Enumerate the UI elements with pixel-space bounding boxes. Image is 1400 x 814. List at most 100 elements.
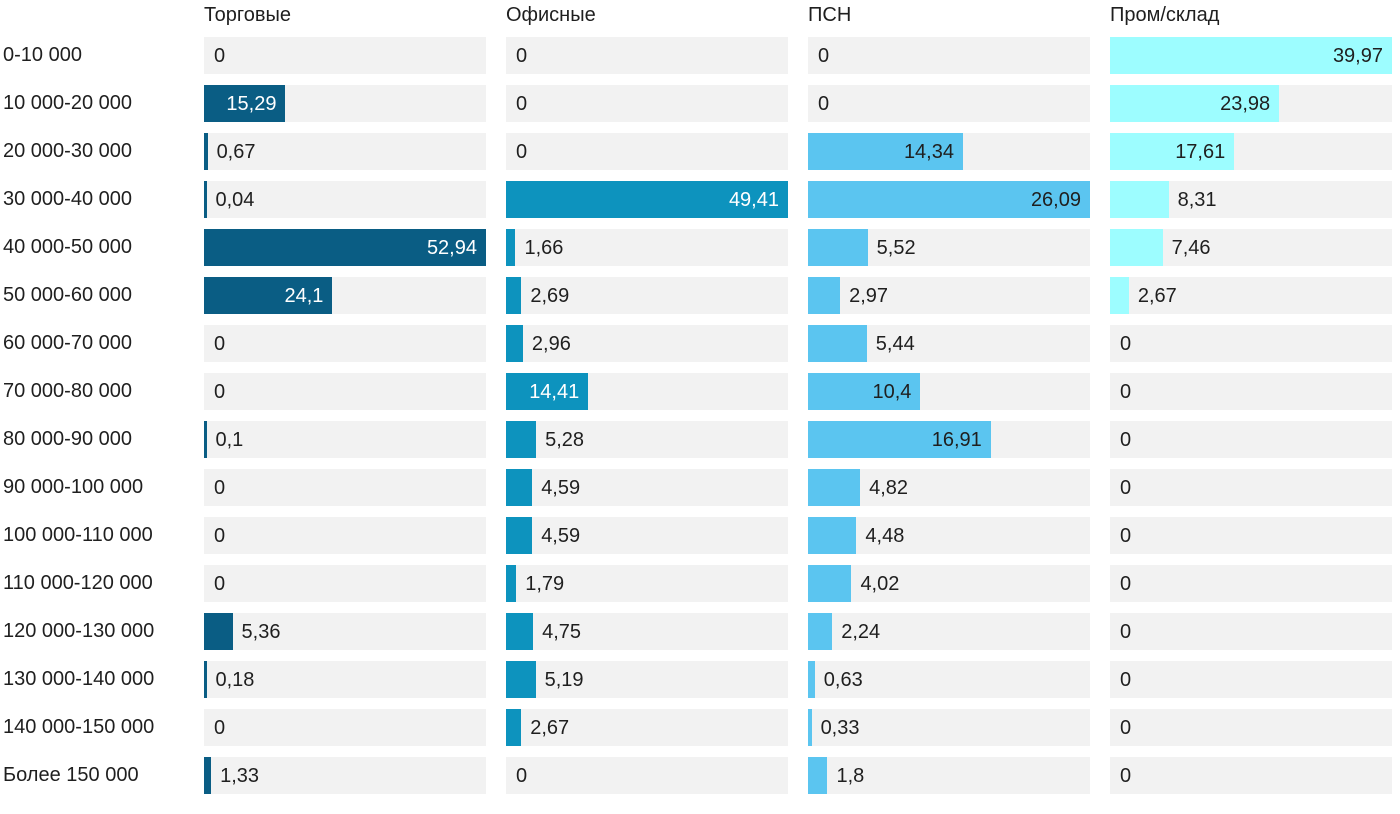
bar bbox=[506, 709, 522, 746]
bar-track: 2,96 bbox=[506, 325, 788, 362]
bar-track: 23,98 bbox=[1110, 85, 1392, 122]
bar-track: 5,52 bbox=[808, 229, 1090, 266]
bar bbox=[808, 373, 921, 410]
bar-track: 4,02 bbox=[808, 565, 1090, 602]
bar bbox=[808, 757, 828, 794]
bar-track: 4,75 bbox=[506, 613, 788, 650]
bar-track: 0,04 bbox=[204, 181, 486, 218]
bar-track: 0 bbox=[506, 85, 788, 122]
bar bbox=[506, 613, 534, 650]
bar bbox=[204, 229, 486, 266]
bar bbox=[204, 85, 286, 122]
row-label: 120 000-130 000 bbox=[3, 620, 155, 642]
bar-value-label: 17,61 bbox=[1175, 141, 1226, 163]
bar bbox=[808, 181, 1090, 218]
row-label: 140 000-150 000 bbox=[3, 716, 155, 738]
bar-value-label: 52,94 bbox=[426, 237, 477, 259]
bar bbox=[506, 565, 517, 602]
bar-value-label: 0 bbox=[1120, 669, 1132, 691]
bar-value-label: 0 bbox=[214, 45, 226, 67]
header-spacer bbox=[0, 4, 184, 26]
bar-value-label: 0 bbox=[516, 93, 528, 115]
bar-value-label: 2,67 bbox=[530, 717, 570, 739]
bar bbox=[808, 229, 868, 266]
bar-value-label: 2,96 bbox=[531, 333, 571, 355]
bar-value-label: 0 bbox=[1120, 429, 1132, 451]
bar-value-label: 0 bbox=[214, 477, 226, 499]
row-label: Более 150 000 bbox=[3, 764, 139, 786]
bar-value-label: 2,67 bbox=[1137, 285, 1177, 307]
bar-track: 14,34 bbox=[808, 133, 1090, 170]
bar bbox=[808, 565, 852, 602]
bar bbox=[204, 133, 208, 170]
bar-value-label: 0 bbox=[516, 765, 528, 787]
bar-track: 0 bbox=[204, 373, 486, 410]
row-label: 90 000-100 000 bbox=[3, 476, 144, 498]
bar-value-label: 4,59 bbox=[541, 477, 581, 499]
bar-track: 26,09 bbox=[808, 181, 1090, 218]
bar-value-label: 0 bbox=[1120, 333, 1132, 355]
bar-value-label: 0 bbox=[1120, 765, 1132, 787]
bar bbox=[808, 661, 815, 698]
column-header-prom-sklad: Пром/склад bbox=[1110, 4, 1220, 26]
bar-value-label: 16,91 bbox=[931, 429, 982, 451]
bar bbox=[808, 517, 857, 554]
bar-track: 0 bbox=[204, 37, 486, 74]
row-label: 100 000-110 000 bbox=[3, 524, 153, 546]
bar-track: 0 bbox=[808, 85, 1090, 122]
bar-track: 0 bbox=[1110, 517, 1392, 554]
bar-value-label: 10,4 bbox=[872, 381, 912, 403]
bar-value-label: 26,09 bbox=[1030, 189, 1081, 211]
bar-track: 2,67 bbox=[506, 709, 788, 746]
bar bbox=[506, 469, 533, 506]
bar bbox=[506, 325, 523, 362]
bar-value-label: 5,28 bbox=[545, 429, 585, 451]
column-header-ofisnye: Офисные bbox=[506, 4, 596, 26]
bar-track: 24,1 bbox=[204, 277, 486, 314]
row-label: 50 000-60 000 bbox=[3, 284, 133, 306]
bar-track: 0 bbox=[506, 757, 788, 794]
bar-track: 2,67 bbox=[1110, 277, 1392, 314]
bar-track: 1,66 bbox=[506, 229, 788, 266]
bar-track: 0 bbox=[1110, 325, 1392, 362]
bar-value-label: 24,1 bbox=[284, 285, 324, 307]
bar-track: 8,31 bbox=[1110, 181, 1392, 218]
bar-track: 0 bbox=[204, 565, 486, 602]
bar-track: 52,94 bbox=[204, 229, 486, 266]
bar-value-label: 4,82 bbox=[869, 477, 909, 499]
bar bbox=[506, 517, 533, 554]
bar bbox=[808, 421, 991, 458]
bar bbox=[506, 661, 536, 698]
bar-value-label: 0 bbox=[214, 573, 226, 595]
bar-track: 4,59 bbox=[506, 469, 788, 506]
bar-track: 39,97 bbox=[1110, 37, 1392, 74]
bar bbox=[808, 325, 867, 362]
bar-track: 0 bbox=[204, 517, 486, 554]
bar-track: 5,36 bbox=[204, 613, 486, 650]
row-label: 40 000-50 000 bbox=[3, 236, 133, 258]
bar-value-label: 2,97 bbox=[849, 285, 889, 307]
bar-track: 4,82 bbox=[808, 469, 1090, 506]
bar-value-label: 0 bbox=[818, 45, 830, 67]
bar bbox=[808, 613, 833, 650]
bar-value-label: 7,46 bbox=[1171, 237, 1211, 259]
bar-track: 0,18 bbox=[204, 661, 486, 698]
bar-track: 0 bbox=[204, 325, 486, 362]
bar-value-label: 0 bbox=[1120, 477, 1132, 499]
column-header-psn: ПСН bbox=[808, 4, 852, 26]
chart-grid: Торговые Офисные ПСН Пром/склад 0-10 000… bbox=[0, 4, 1392, 794]
bar-value-label: 4,59 bbox=[541, 525, 581, 547]
bar-value-label: 4,02 bbox=[860, 573, 900, 595]
bar bbox=[506, 181, 788, 218]
bar bbox=[808, 133, 963, 170]
bar-track: 0 bbox=[204, 709, 486, 746]
bar-value-label: 5,52 bbox=[876, 237, 916, 259]
bar-track: 4,59 bbox=[506, 517, 788, 554]
bar-track: 1,79 bbox=[506, 565, 788, 602]
bar-track: 49,41 bbox=[506, 181, 788, 218]
bar-track: 0,67 bbox=[204, 133, 486, 170]
bar bbox=[204, 613, 233, 650]
bar-value-label: 0,1 bbox=[215, 429, 244, 451]
bar-value-label: 0,18 bbox=[215, 669, 255, 691]
bar-value-label: 0 bbox=[214, 525, 226, 547]
